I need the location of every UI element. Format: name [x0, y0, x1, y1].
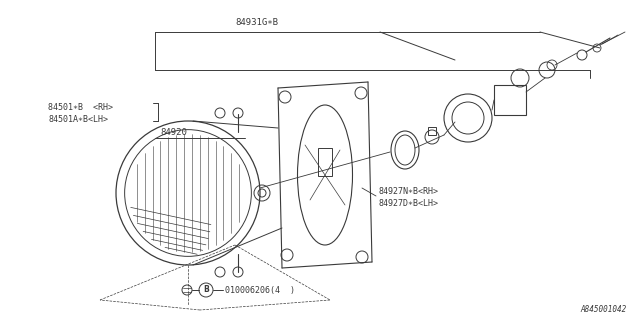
Bar [494, 85, 526, 115]
Text: 84927D∗B<LH>: 84927D∗B<LH> [378, 199, 438, 209]
Text: 010006206(4  ): 010006206(4 ) [225, 285, 295, 294]
Text: B: B [203, 285, 209, 294]
Text: A845001042: A845001042 [580, 306, 627, 315]
Bar [428, 127, 436, 135]
Bar [318, 148, 332, 176]
Text: 84927N∗B<RH>: 84927N∗B<RH> [378, 188, 438, 196]
Text: 84920: 84920 [160, 127, 187, 137]
Text: 84501A∗B<LH>: 84501A∗B<LH> [48, 115, 108, 124]
Text: 84501∗B  <RH>: 84501∗B <RH> [48, 102, 113, 111]
Text: 84931G∗B: 84931G∗B [235, 18, 278, 27]
